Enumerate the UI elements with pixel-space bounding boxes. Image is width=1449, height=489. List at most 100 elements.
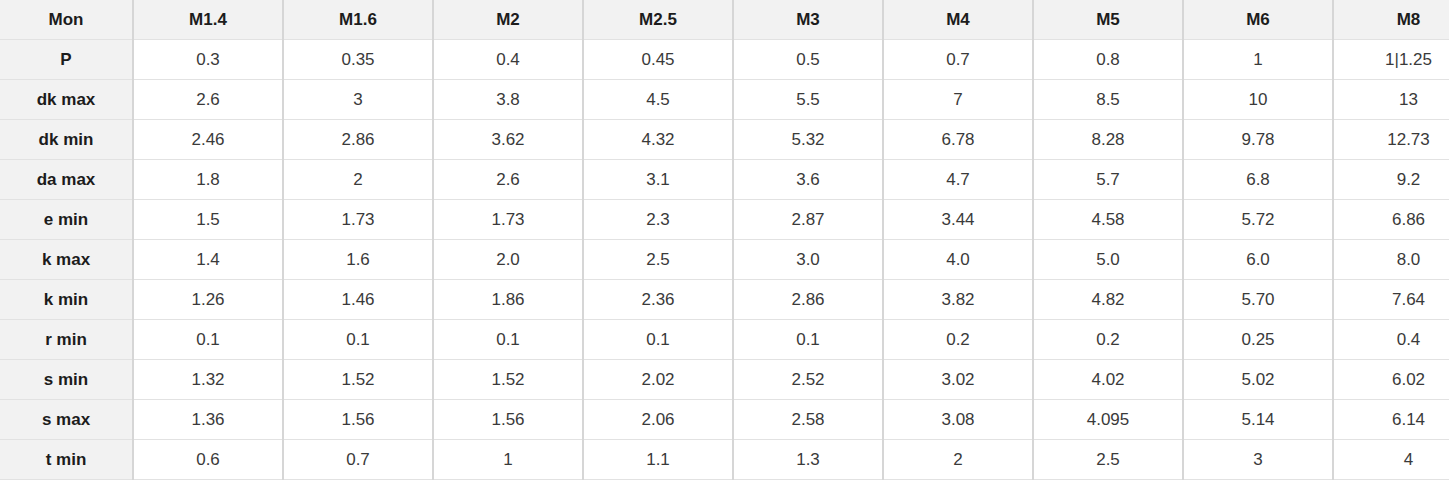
table-cell: 2.86 bbox=[733, 280, 883, 320]
table-cell: 2.5 bbox=[1033, 440, 1183, 480]
table-cell: 6.78 bbox=[883, 120, 1033, 160]
table-row: k min1.261.461.862.362.863.824.825.707.6… bbox=[0, 280, 1449, 320]
table-cell: 1.1 bbox=[583, 440, 733, 480]
column-header-m1-4: M1.4 bbox=[133, 0, 283, 40]
table-cell: 3.8 bbox=[433, 80, 583, 120]
table-cell: 4 bbox=[1333, 440, 1449, 480]
table-cell: 4.02 bbox=[1033, 360, 1183, 400]
table-cell: 2.5 bbox=[583, 240, 733, 280]
table-cell: 2.46 bbox=[133, 120, 283, 160]
table-cell: 2.02 bbox=[583, 360, 733, 400]
column-header-m2-5: M2.5 bbox=[583, 0, 733, 40]
table-cell: 1.56 bbox=[283, 400, 433, 440]
table-cell: 5.70 bbox=[1183, 280, 1333, 320]
table-cell: 2.52 bbox=[733, 360, 883, 400]
table-cell: 2 bbox=[283, 160, 433, 200]
table-cell: 3.08 bbox=[883, 400, 1033, 440]
table-cell: 0.8 bbox=[1033, 40, 1183, 80]
table-row: e min1.51.731.732.32.873.444.585.726.86 bbox=[0, 200, 1449, 240]
table-cell: 0.7 bbox=[883, 40, 1033, 80]
table-row: dk min2.462.863.624.325.326.788.289.7812… bbox=[0, 120, 1449, 160]
row-label: s min bbox=[0, 360, 133, 400]
table-cell: 6.02 bbox=[1333, 360, 1449, 400]
table-cell: 2.36 bbox=[583, 280, 733, 320]
table-cell: 1.32 bbox=[133, 360, 283, 400]
column-header-m3: M3 bbox=[733, 0, 883, 40]
table-cell: 0.4 bbox=[1333, 320, 1449, 360]
table-cell: 7 bbox=[883, 80, 1033, 120]
column-header-m2: M2 bbox=[433, 0, 583, 40]
table-cell: 0.45 bbox=[583, 40, 733, 80]
table-cell: 13 bbox=[1333, 80, 1449, 120]
column-header-m6: M6 bbox=[1183, 0, 1333, 40]
column-header-m8: M8 bbox=[1333, 0, 1449, 40]
table-cell: 8.5 bbox=[1033, 80, 1183, 120]
row-label: t min bbox=[0, 440, 133, 480]
table-cell: 8.0 bbox=[1333, 240, 1449, 280]
table-cell: 3.62 bbox=[433, 120, 583, 160]
table-cell: 4.58 bbox=[1033, 200, 1183, 240]
table-cell: 9.2 bbox=[1333, 160, 1449, 200]
table-cell: 4.0 bbox=[883, 240, 1033, 280]
table-cell: 9.78 bbox=[1183, 120, 1333, 160]
table-cell: 4.095 bbox=[1033, 400, 1183, 440]
table-cell: 1.52 bbox=[283, 360, 433, 400]
row-label: da max bbox=[0, 160, 133, 200]
table-cell: 2.06 bbox=[583, 400, 733, 440]
table-cell: 0.1 bbox=[433, 320, 583, 360]
table-cell: 2.0 bbox=[433, 240, 583, 280]
table-cell: 4.82 bbox=[1033, 280, 1183, 320]
table-cell: 1.73 bbox=[433, 200, 583, 240]
table-cell: 2.6 bbox=[133, 80, 283, 120]
table-cell: 5.72 bbox=[1183, 200, 1333, 240]
table-cell: 6.14 bbox=[1333, 400, 1449, 440]
table-cell: 1.4 bbox=[133, 240, 283, 280]
table-cell: 0.1 bbox=[283, 320, 433, 360]
table-cell: 3 bbox=[283, 80, 433, 120]
table-row: s min1.321.521.522.022.523.024.025.026.0… bbox=[0, 360, 1449, 400]
row-label: e min bbox=[0, 200, 133, 240]
table-cell: 1.6 bbox=[283, 240, 433, 280]
table-cell: 2.3 bbox=[583, 200, 733, 240]
column-header-m1-6: M1.6 bbox=[283, 0, 433, 40]
table-cell: 0.2 bbox=[1033, 320, 1183, 360]
table-cell: 1.36 bbox=[133, 400, 283, 440]
table-cell: 0.4 bbox=[433, 40, 583, 80]
row-label: k max bbox=[0, 240, 133, 280]
table-cell: 8.28 bbox=[1033, 120, 1183, 160]
table-body: P0.30.350.40.450.50.70.811|1.25dk max2.6… bbox=[0, 40, 1449, 480]
table-cell: 6.8 bbox=[1183, 160, 1333, 200]
table-cell: 10 bbox=[1183, 80, 1333, 120]
table-cell: 2.58 bbox=[733, 400, 883, 440]
table-cell: 3.1 bbox=[583, 160, 733, 200]
table-cell: 1.26 bbox=[133, 280, 283, 320]
table-cell: 3 bbox=[1183, 440, 1333, 480]
table-cell: 1.8 bbox=[133, 160, 283, 200]
row-label: r min bbox=[0, 320, 133, 360]
table-row: r min0.10.10.10.10.10.20.20.250.4 bbox=[0, 320, 1449, 360]
table-cell: 3.6 bbox=[733, 160, 883, 200]
table-cell: 1.86 bbox=[433, 280, 583, 320]
table-viewport: Mon M1.4M1.6M2M2.5M3M4M5M6M8 P0.30.350.4… bbox=[0, 0, 1449, 489]
corner-header: Mon bbox=[0, 0, 133, 40]
table-cell: 1.52 bbox=[433, 360, 583, 400]
table-cell: 5.0 bbox=[1033, 240, 1183, 280]
column-header-m5: M5 bbox=[1033, 0, 1183, 40]
table-cell: 3.82 bbox=[883, 280, 1033, 320]
table-cell: 2.87 bbox=[733, 200, 883, 240]
table-cell: 12.73 bbox=[1333, 120, 1449, 160]
table-row: t min0.60.711.11.322.534 bbox=[0, 440, 1449, 480]
table-cell: 0.1 bbox=[733, 320, 883, 360]
table-cell: 4.32 bbox=[583, 120, 733, 160]
row-label: dk max bbox=[0, 80, 133, 120]
table-row: P0.30.350.40.450.50.70.811|1.25 bbox=[0, 40, 1449, 80]
table-cell: 0.7 bbox=[283, 440, 433, 480]
table-cell: 4.7 bbox=[883, 160, 1033, 200]
table-cell: 5.7 bbox=[1033, 160, 1183, 200]
column-header-m4: M4 bbox=[883, 0, 1033, 40]
table-cell: 6.86 bbox=[1333, 200, 1449, 240]
row-label: s max bbox=[0, 400, 133, 440]
table-cell: 0.3 bbox=[133, 40, 283, 80]
table-cell: 0.1 bbox=[133, 320, 283, 360]
table-row: k max1.41.62.02.53.04.05.06.08.0 bbox=[0, 240, 1449, 280]
